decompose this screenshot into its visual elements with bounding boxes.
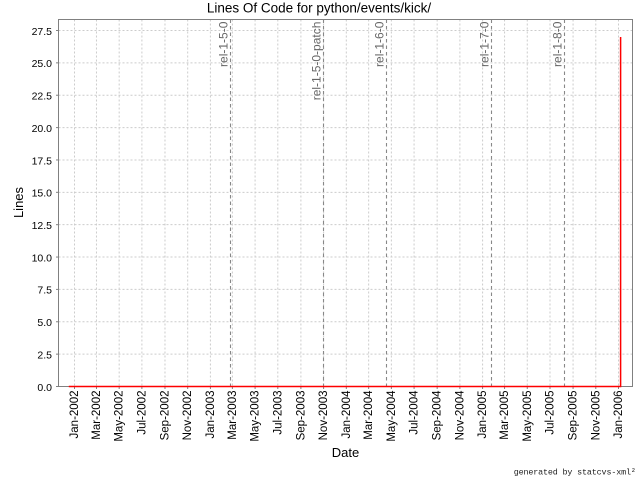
svg-text:May-2004: May-2004	[386, 390, 398, 442]
svg-text:Nov-2003: Nov-2003	[318, 391, 330, 441]
svg-text:May-2005: May-2005	[522, 391, 534, 442]
svg-text:Date: Date	[332, 445, 359, 460]
svg-text:Nov-2002: Nov-2002	[182, 391, 194, 441]
svg-text:Lines: Lines	[11, 186, 26, 218]
svg-text:Jan-2003: Jan-2003	[205, 391, 217, 439]
svg-text:Jul-2003: Jul-2003	[272, 391, 284, 435]
svg-text:2.5: 2.5	[37, 349, 52, 361]
svg-text:17.5: 17.5	[32, 155, 53, 167]
svg-text:Jul-2004: Jul-2004	[409, 390, 421, 435]
svg-text:rel-1-5-0: rel-1-5-0	[217, 21, 231, 67]
svg-text:rel-1-5-0-patch: rel-1-5-0-patch	[310, 22, 324, 101]
svg-text:Nov-2005: Nov-2005	[590, 391, 602, 441]
svg-text:generated by statcvs-xml²: generated by statcvs-xml²	[514, 467, 636, 477]
svg-text:Nov-2004: Nov-2004	[454, 390, 466, 440]
svg-text:May-2002: May-2002	[114, 391, 126, 442]
svg-text:May-2003: May-2003	[250, 391, 262, 442]
svg-text:Mar-2005: Mar-2005	[499, 391, 511, 440]
svg-text:Sep-2003: Sep-2003	[295, 391, 307, 441]
svg-text:Jul-2005: Jul-2005	[544, 391, 556, 435]
svg-text:Jul-2002: Jul-2002	[136, 391, 148, 435]
svg-text:Sep-2004: Sep-2004	[432, 390, 444, 440]
svg-text:20.0: 20.0	[32, 123, 53, 135]
svg-text:Lines Of Code for python/event: Lines Of Code for python/events/kick/	[207, 1, 432, 16]
svg-text:10.0: 10.0	[32, 252, 53, 264]
svg-text:5.0: 5.0	[37, 317, 52, 329]
svg-text:Mar-2002: Mar-2002	[91, 391, 103, 440]
svg-text:Mar-2003: Mar-2003	[227, 391, 239, 440]
svg-text:Mar-2004: Mar-2004	[363, 390, 375, 440]
svg-text:12.5: 12.5	[32, 220, 53, 232]
svg-text:rel-1-7-0: rel-1-7-0	[478, 21, 492, 67]
svg-text:25.0: 25.0	[32, 58, 53, 70]
svg-text:27.5: 27.5	[32, 26, 53, 38]
svg-text:0.0: 0.0	[37, 382, 52, 394]
svg-text:15.0: 15.0	[32, 188, 53, 200]
svg-text:Jan-2002: Jan-2002	[69, 391, 81, 439]
svg-text:rel-1-8-0: rel-1-8-0	[551, 21, 565, 67]
svg-text:Sep-2002: Sep-2002	[159, 391, 171, 441]
svg-text:Jan-2004: Jan-2004	[341, 390, 353, 439]
svg-text:rel-1-6-0: rel-1-6-0	[373, 21, 387, 67]
svg-text:22.5: 22.5	[32, 91, 53, 103]
svg-text:Jan-2006: Jan-2006	[613, 391, 625, 439]
svg-text:Jan-2005: Jan-2005	[477, 390, 489, 438]
svg-text:Sep-2005: Sep-2005	[568, 391, 580, 441]
svg-text:7.5: 7.5	[37, 285, 52, 297]
